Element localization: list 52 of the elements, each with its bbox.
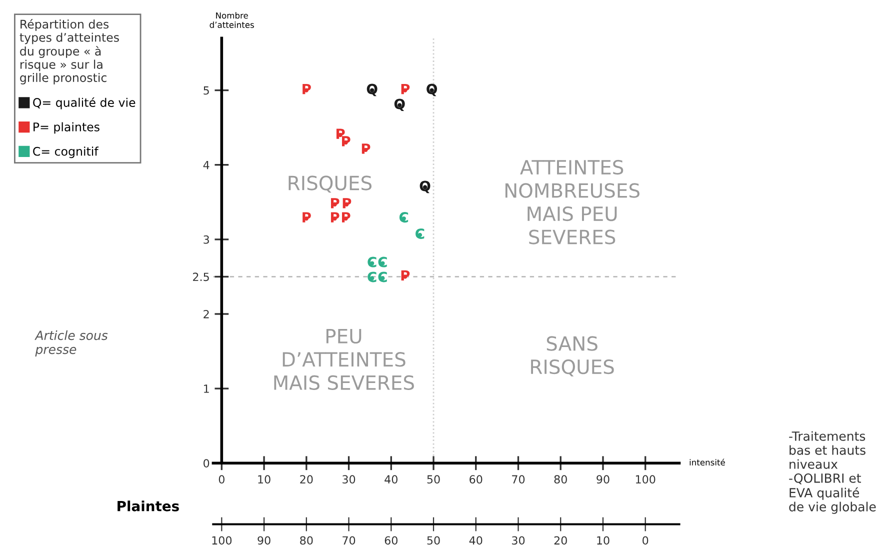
x-tick-label: 70 — [512, 475, 525, 484]
data-label: Q — [426, 84, 438, 96]
data-label: C — [368, 256, 376, 268]
y-tick-label: 0 — [204, 459, 210, 468]
x2-tick-label: 70 — [342, 536, 356, 545]
x-tick-label: 100 — [636, 475, 656, 484]
data-label: C — [378, 272, 387, 282]
data-label: C — [378, 256, 387, 268]
x2-tick-label: 50 — [427, 536, 440, 545]
legend-label: C= cognitif — [33, 146, 99, 158]
x2-tick-label: 60 — [384, 536, 398, 545]
annotation: RISQUES — [288, 176, 372, 193]
x-tick-label: 20 — [300, 475, 313, 484]
annotation: ATTEINTES NOMBREUSES MAIS PEU SEVERES — [505, 160, 640, 244]
data-label: Q — [366, 84, 378, 96]
y-tick-label: 2 — [204, 310, 209, 318]
data-label: C — [416, 228, 424, 239]
x-tick-label: 50 — [427, 475, 440, 484]
y-axis-title: Nombre d’atteintes — [210, 12, 254, 28]
y-tick-label: 1 — [204, 384, 209, 393]
data-label: C — [368, 272, 376, 282]
x2-tick-label: 30 — [512, 536, 525, 545]
text: -Traitements bas et hauts niveaux -QOLIBRI et EVA qualité de vie globale — [789, 431, 876, 514]
x-tick-label: 90 — [596, 475, 610, 484]
x2-tick-label: 100 — [212, 536, 232, 545]
x-axis-title: intensité — [690, 458, 725, 466]
x-tick-label: 10 — [258, 475, 270, 484]
y-tick-label: 3 — [204, 235, 209, 244]
annotation: PEU D’ATTEINTES MAIS SEVERES — [274, 329, 414, 390]
x2-axis-title: Plaintes — [118, 500, 179, 512]
x-tick-label: 60 — [470, 475, 482, 484]
x-tick-label: 40 — [384, 475, 398, 484]
x2-tick-label: 20 — [554, 536, 567, 545]
x2-tick-label: 0 — [642, 536, 648, 545]
x2-tick-label: 80 — [300, 536, 313, 545]
data-label: Q — [394, 98, 405, 112]
x-tick-label: 30 — [342, 475, 356, 484]
data-label: Q — [420, 180, 430, 194]
legend-label: P= plaintes — [34, 122, 100, 134]
legend-title: Répartition des types d’atteintes du groupe « à risque » sur la grille pronostic — [20, 19, 119, 84]
x2-tick-label: 40 — [469, 536, 482, 545]
x2-tick-label: 10 — [597, 536, 610, 545]
data-label: C — [399, 212, 408, 223]
text: Article sous presse — [34, 330, 108, 356]
x-tick-label: 0 — [218, 475, 224, 484]
legend-label: Q= qualité de vie — [33, 97, 136, 110]
x2-tick-label: 90 — [258, 536, 270, 545]
y-tick-label: 5 — [204, 86, 209, 95]
y-tick-label: 2.5 — [193, 272, 209, 282]
x-tick-label: 80 — [554, 475, 567, 484]
y-tick-label: 4 — [203, 160, 210, 170]
annotation: SANS RISQUES — [531, 336, 614, 376]
